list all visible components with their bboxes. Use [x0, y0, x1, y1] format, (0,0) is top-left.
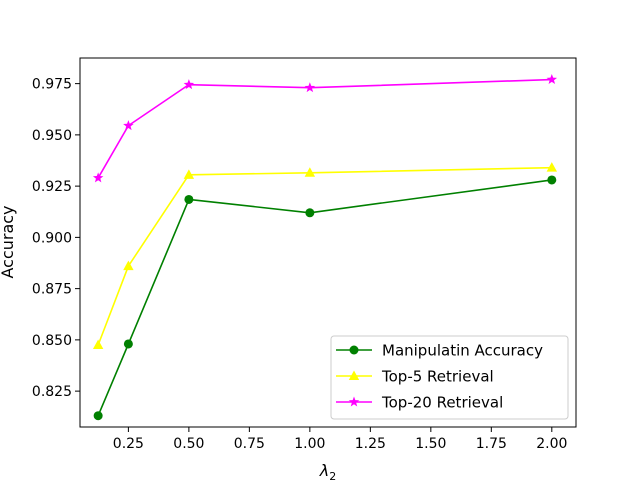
data-point-series-3: [304, 82, 316, 93]
data-point-series-3: [123, 120, 134, 131]
y-tick-label: 0.900: [32, 230, 72, 246]
y-tick-label: 0.950: [32, 128, 72, 144]
x-tick-label: 1.25: [355, 436, 386, 452]
data-point-series-1: [93, 411, 103, 421]
x-axis-label-subscript: 2: [329, 470, 336, 480]
series-layer: [92, 74, 558, 421]
data-point-series-3: [92, 172, 104, 183]
x-tick-label: 0.75: [234, 436, 265, 452]
legend-label-1: Manipulatin Accuracy: [382, 342, 543, 360]
y-tick-label: 0.825: [32, 384, 72, 400]
data-point-series-2: [92, 339, 104, 349]
data-point-series-1: [123, 339, 133, 349]
legend-label-3: Top-20 Retrieval: [381, 394, 503, 412]
y-tick-label: 0.925: [32, 179, 72, 195]
x-axis-ticks: 0.25 0.50 0.75 1.00 1.25 1.50 1.75 2.00: [113, 427, 567, 452]
data-point-series-3: [183, 79, 195, 90]
legend-marker-2: [348, 370, 360, 380]
legend-label-2: Top-5 Retrieval: [381, 368, 494, 386]
y-axis-ticks: 0.825 0.850 0.875 0.900 0.925 0.950 0.975: [32, 77, 80, 400]
legend-marker-1: [349, 345, 359, 355]
data-point-series-3: [546, 74, 558, 84]
x-axis-label-symbol: λ: [319, 461, 329, 480]
y-tick-label: 0.975: [32, 77, 72, 93]
data-point-series-2: [546, 162, 558, 172]
x-tick-label: 1.75: [476, 436, 507, 452]
x-tick-label: 0.50: [173, 436, 204, 452]
y-axis-label: Accuracy: [0, 205, 17, 278]
x-axis-label: λ2: [319, 461, 336, 480]
y-tick-label: 0.850: [32, 333, 72, 349]
data-point-series-1: [547, 175, 557, 185]
data-point-series-2: [123, 260, 134, 271]
legend-box: [330, 335, 569, 420]
x-tick-label: 1.00: [294, 436, 325, 452]
plot-frame: [79, 57, 577, 428]
data-point-series-1: [305, 208, 315, 218]
x-tick-label: 2.00: [536, 436, 567, 452]
data-point-series-2: [183, 169, 195, 179]
data-point-series-1: [184, 194, 194, 204]
legend: Manipulatin Accuracy Top-5 Retrieval Top-2…: [330, 335, 569, 420]
y-tick-label: 0.875: [32, 282, 72, 298]
legend-marker-3: [348, 396, 360, 407]
x-tick-label: 0.25: [113, 436, 144, 452]
data-point-series-2: [304, 167, 316, 177]
x-tick-label: 1.50: [415, 436, 446, 452]
